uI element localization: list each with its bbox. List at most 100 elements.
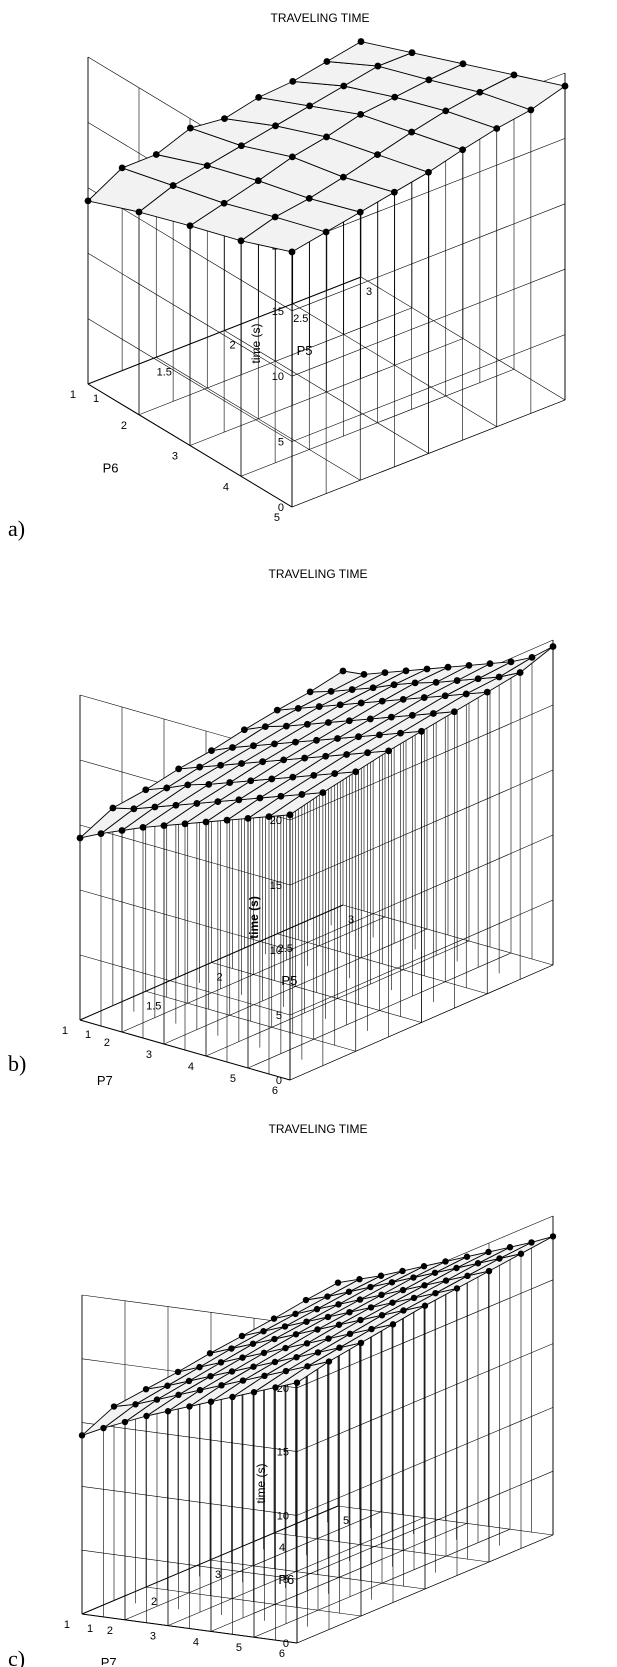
data-point	[277, 792, 285, 800]
z-tick-label: 5	[276, 1010, 282, 1022]
y-tick-label: 5	[236, 1642, 242, 1654]
data-point	[355, 733, 362, 741]
x-tick-label: 1	[87, 1623, 93, 1635]
data-point	[174, 1368, 182, 1376]
x-tick-label: 2	[151, 1596, 157, 1608]
data-point	[432, 1289, 439, 1297]
data-point	[143, 1412, 150, 1420]
chart-title: TRAVELING TIME	[269, 1122, 368, 1136]
data-point	[110, 1403, 118, 1410]
y-tick-label: 4	[223, 481, 229, 493]
chart-panel-b: TRAVELING TIME051015202511.522.53123456P…	[0, 555, 617, 1110]
data-point	[97, 830, 105, 837]
data-point	[485, 1267, 493, 1275]
data-point	[357, 1339, 365, 1347]
data-point	[76, 834, 84, 842]
x-axis-label: P6	[278, 1572, 294, 1587]
data-point	[207, 1373, 214, 1380]
data-point	[196, 763, 204, 771]
data-point	[425, 168, 432, 176]
data-point	[399, 1267, 406, 1275]
data-point	[109, 804, 117, 812]
data-point	[381, 669, 389, 676]
y-axis-label: P7	[97, 1073, 113, 1088]
z-tick-label: 15	[277, 1447, 289, 1459]
data-point	[235, 796, 243, 804]
data-point	[228, 1368, 236, 1375]
data-point	[368, 1325, 375, 1333]
data-point	[181, 820, 189, 828]
data-point	[282, 1367, 290, 1375]
data-point	[239, 1377, 247, 1384]
data-point	[549, 643, 557, 650]
z-tick-label: 15	[272, 306, 284, 318]
data-point	[254, 177, 262, 185]
data-point	[343, 751, 351, 758]
data-point	[517, 1250, 525, 1257]
y-tick-label: 1	[70, 389, 76, 401]
data-point	[130, 805, 138, 813]
data-point	[388, 1279, 396, 1286]
data-point	[408, 49, 416, 57]
data-point	[549, 1233, 557, 1240]
x-tick-label: 2.5	[278, 943, 293, 955]
y-tick-label: 1	[62, 1025, 68, 1037]
data-point	[220, 199, 228, 207]
data-point	[202, 818, 210, 826]
x-tick-label: 2	[216, 972, 222, 984]
data-point	[214, 798, 222, 806]
y-tick-label: 6	[272, 1085, 278, 1097]
data-point	[464, 1272, 471, 1280]
data-point	[331, 770, 339, 777]
data-point	[229, 744, 236, 751]
data-point	[186, 1403, 193, 1410]
data-point	[459, 146, 467, 154]
surface-chart-b: TRAVELING TIME051015202511.522.53123456P…	[62, 567, 557, 1097]
data-point	[323, 133, 330, 141]
data-point	[486, 660, 494, 667]
data-point	[271, 1358, 279, 1366]
data-point	[485, 1248, 492, 1256]
data-point	[322, 752, 330, 760]
data-point	[272, 1384, 279, 1391]
data-point	[378, 1291, 385, 1299]
y-tick-label: 2	[104, 1037, 110, 1049]
data-point	[238, 1332, 246, 1340]
chart-panel-a: TRAVELING TIME051015202511.522.5312345P5…	[0, 0, 617, 555]
data-point	[301, 754, 309, 762]
data-point	[356, 1296, 364, 1303]
data-point	[240, 726, 248, 734]
data-point	[346, 1330, 354, 1338]
data-point	[390, 681, 398, 689]
y-axis-label: P6	[103, 461, 119, 476]
data-point	[217, 761, 225, 769]
data-point	[506, 1244, 514, 1251]
data-point	[282, 1344, 289, 1352]
data-point	[118, 164, 126, 172]
z-tick-label: 5	[278, 437, 284, 449]
z-tick-label: 10	[277, 1510, 289, 1522]
data-point	[303, 1340, 311, 1347]
data-point	[303, 1318, 310, 1325]
data-point	[164, 1382, 171, 1389]
data-point	[335, 1301, 342, 1308]
data-point	[186, 124, 194, 132]
z-tick-label: 15	[270, 880, 282, 892]
y-tick-label: 3	[172, 451, 178, 463]
data-point	[239, 1354, 246, 1361]
data-point	[310, 771, 318, 779]
data-point	[293, 1354, 300, 1361]
data-point	[348, 686, 356, 693]
data-point	[292, 1310, 299, 1318]
data-point	[282, 722, 290, 730]
y-tick-label: 4	[193, 1636, 199, 1648]
data-point	[425, 76, 433, 84]
data-point	[411, 679, 419, 687]
data-point	[237, 237, 245, 245]
y-tick-label: 5	[230, 1073, 236, 1085]
data-point	[142, 1386, 150, 1393]
data-point	[271, 1335, 278, 1343]
chart-title: TRAVELING TIME	[271, 11, 370, 25]
data-point	[250, 742, 257, 750]
